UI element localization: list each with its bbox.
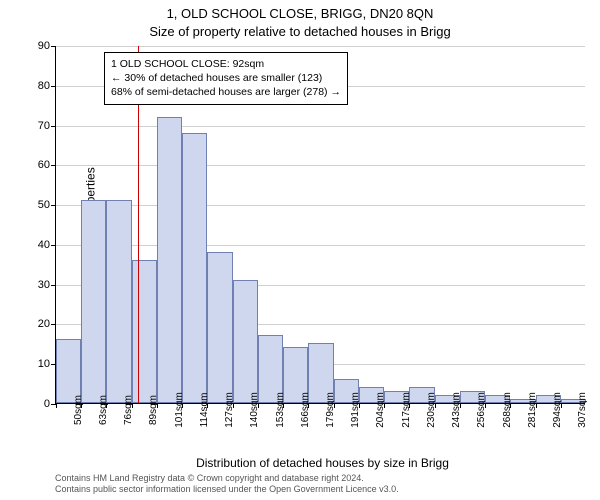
x-tick [182,403,183,408]
annotation-line3: 68% of semi-detached houses are larger (… [111,85,341,99]
x-tick [561,403,562,408]
attribution: Contains HM Land Registry data © Crown c… [55,473,399,496]
x-tick [207,403,208,408]
x-tick [409,403,410,408]
attribution-line1: Contains HM Land Registry data © Crown c… [55,473,399,485]
grid-line [56,205,585,206]
y-tick [51,126,56,127]
histogram-bar [81,200,106,403]
y-tick-label: 40 [38,239,50,251]
histogram-bar [207,252,232,403]
x-tick [435,403,436,408]
x-tick [460,403,461,408]
grid-line [56,165,585,166]
y-tick [51,165,56,166]
y-tick [51,285,56,286]
x-tick [106,403,107,408]
grid-line [56,245,585,246]
x-tick [157,403,158,408]
y-tick [51,46,56,47]
x-tick [308,403,309,408]
histogram-bar [56,339,81,403]
y-tick [51,86,56,87]
y-tick-label: 60 [38,159,50,171]
x-tick-label: 307sqm [577,392,588,428]
x-tick [283,403,284,408]
y-tick-label: 70 [38,120,50,132]
y-tick-label: 90 [38,40,50,52]
chart-container: 1, OLD SCHOOL CLOSE, BRIGG, DN20 8QN Siz… [0,0,600,500]
x-tick [56,403,57,408]
x-tick [485,403,486,408]
x-tick [258,403,259,408]
x-tick [81,403,82,408]
histogram-bar [157,117,182,403]
x-tick [536,403,537,408]
x-axis-label: Distribution of detached houses by size … [55,456,590,470]
y-tick [51,205,56,206]
y-tick-label: 80 [38,80,50,92]
y-tick-label: 20 [38,318,50,330]
y-tick-label: 0 [44,398,50,410]
y-tick [51,324,56,325]
x-tick-label: 294sqm [552,392,563,428]
x-tick [359,403,360,408]
x-tick [334,403,335,408]
histogram-bar [233,280,258,403]
x-tick [233,403,234,408]
plot-area: 010203040506070809050sqm63sqm76sqm89sqm1… [55,46,585,404]
annotation-line2: ← 30% of detached houses are smaller (12… [111,71,341,85]
histogram-bar [106,200,131,403]
y-tick-label: 30 [38,279,50,291]
chart-title-sub: Size of property relative to detached ho… [0,24,600,39]
chart-title-main: 1, OLD SCHOOL CLOSE, BRIGG, DN20 8QN [0,6,600,21]
x-tick [510,403,511,408]
histogram-bar [182,133,207,403]
grid-line [56,126,585,127]
annotation-line1: 1 OLD SCHOOL CLOSE: 92sqm [111,57,341,71]
y-tick-label: 50 [38,199,50,211]
x-tick-label: 268sqm [502,392,513,428]
x-tick [384,403,385,408]
grid-line [56,46,585,47]
annotation-box: 1 OLD SCHOOL CLOSE: 92sqm ← 30% of detac… [104,52,348,105]
x-tick [132,403,133,408]
y-tick [51,245,56,246]
y-tick-label: 10 [38,358,50,370]
attribution-line2: Contains public sector information licen… [55,484,399,496]
histogram-bar [132,260,157,403]
